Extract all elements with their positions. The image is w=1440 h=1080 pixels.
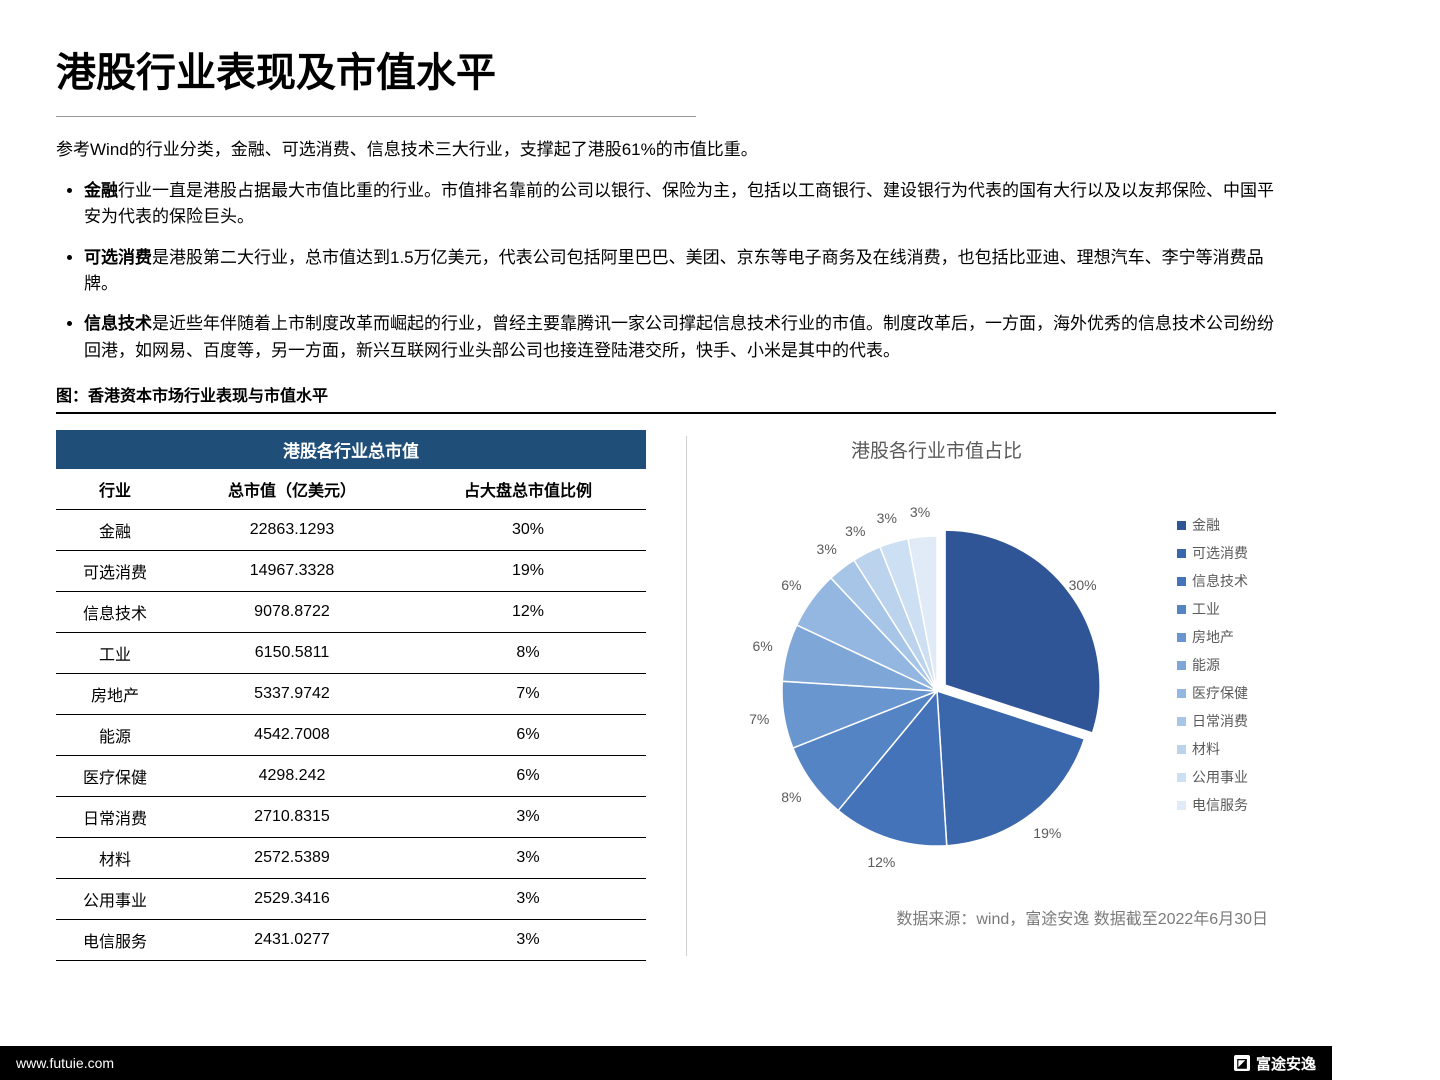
pie-slice-label: 3% [845,523,865,539]
legend-item: 日常消费 [1177,707,1248,735]
legend-swatch-icon [1177,745,1186,754]
pie-slice-label: 19% [1033,825,1061,841]
vertical-divider [686,436,687,956]
pie-slice-label: 30% [1069,577,1097,593]
legend-item: 工业 [1177,595,1248,623]
pie-chart: 30% 19% 12% 8% 7% 6% 6% 3% 3% 3% 3% [727,471,1147,891]
table-col-header: 占大盘总市值比例 [410,469,646,510]
legend-swatch-icon [1177,521,1186,530]
table-banner: 港股各行业总市值 [56,430,646,469]
legend-item: 电信服务 [1177,791,1248,819]
figure-title: 图：香港资本市场行业表现与市值水平 [56,382,1276,406]
slide-footer: www.futuie.com ◪ 富途安逸 [0,1046,1332,1080]
pie-slice-label: 12% [867,854,895,870]
table-row: 能源4542.70086% [56,715,646,756]
pie-slice-label: 8% [781,789,801,805]
legend-item: 能源 [1177,651,1248,679]
bullet-item: 金融行业一直是港股占据最大市值比重的行业。市值排名靠前的公司以银行、保险为主，包… [84,178,1276,231]
pie-slice-label: 7% [749,711,769,727]
legend-swatch-icon [1177,577,1186,586]
pie-slice-label: 3% [877,510,897,526]
intro-text: 参考Wind的行业分类，金融、可选消费、信息技术三大行业，支撑起了港股61%的市… [56,135,1276,160]
legend-swatch-icon [1177,801,1186,810]
bullet-item: 可选消费是港股第二大行业，总市值达到1.5万亿美元，代表公司包括阿里巴巴、美团、… [84,245,1276,298]
table-col-header: 总市值（亿美元） [174,469,410,510]
table-row: 信息技术9078.872212% [56,592,646,633]
table-row: 金融22863.129330% [56,510,646,551]
legend-item: 房地产 [1177,623,1248,651]
table-row: 可选消费14967.332819% [56,551,646,592]
legend-item: 材料 [1177,735,1248,763]
footer-url: www.futuie.com [16,1055,114,1071]
legend-swatch-icon [1177,773,1186,782]
legend-item: 金融 [1177,511,1248,539]
table-row: 日常消费2710.83153% [56,797,646,838]
market-cap-table: 港股各行业总市值 行业总市值（亿美元）占大盘总市值比例 金融22863.1293… [56,430,646,961]
table-row: 电信服务2431.02773% [56,920,646,961]
legend-swatch-icon [1177,661,1186,670]
page-title: 港股行业表现及市值水平 [56,40,1276,98]
pie-slice-label: 6% [781,577,801,593]
pie-chart-title: 港股各行业市值占比 [727,436,1146,463]
brand-logo-icon: ◪ [1234,1055,1250,1071]
legend-item: 医疗保健 [1177,679,1248,707]
pie-slice-label: 3% [910,504,930,520]
figure-rule [56,412,1276,414]
title-underline [56,116,696,117]
footer-brand: ◪ 富途安逸 [1234,1053,1316,1074]
legend-swatch-icon [1177,549,1186,558]
pie-slice-label: 3% [817,541,837,557]
table-row: 公用事业2529.34163% [56,879,646,920]
legend-swatch-icon [1177,633,1186,642]
legend-swatch-icon [1177,689,1186,698]
pie-slice-label: 6% [753,638,773,654]
table-row: 工业6150.58118% [56,633,646,674]
table-row: 房地产5337.97427% [56,674,646,715]
pie-chart-area: 港股各行业市值占比 30% 19% 12% 8% 7% 6% 6% 3% 3% 3% 3% 金融可选… [727,430,1276,929]
bullet-item: 信息技术是近些年伴随着上市制度改革而崛起的行业，曾经主要靠腾讯一家公司撑起信息技… [84,311,1276,364]
bullet-list: 金融行业一直是港股占据最大市值比重的行业。市值排名靠前的公司以银行、保险为主，包… [56,178,1276,364]
table-row: 医疗保健4298.2426% [56,756,646,797]
legend-swatch-icon [1177,717,1186,726]
table-row: 材料2572.53893% [56,838,646,879]
legend-item: 公用事业 [1177,763,1248,791]
legend-item: 信息技术 [1177,567,1248,595]
table-col-header: 行业 [56,469,174,510]
legend-item: 可选消费 [1177,539,1248,567]
legend-swatch-icon [1177,605,1186,614]
pie-legend: 金融可选消费信息技术工业房地产能源医疗保健日常消费材料公用事业电信服务 [1177,471,1248,819]
